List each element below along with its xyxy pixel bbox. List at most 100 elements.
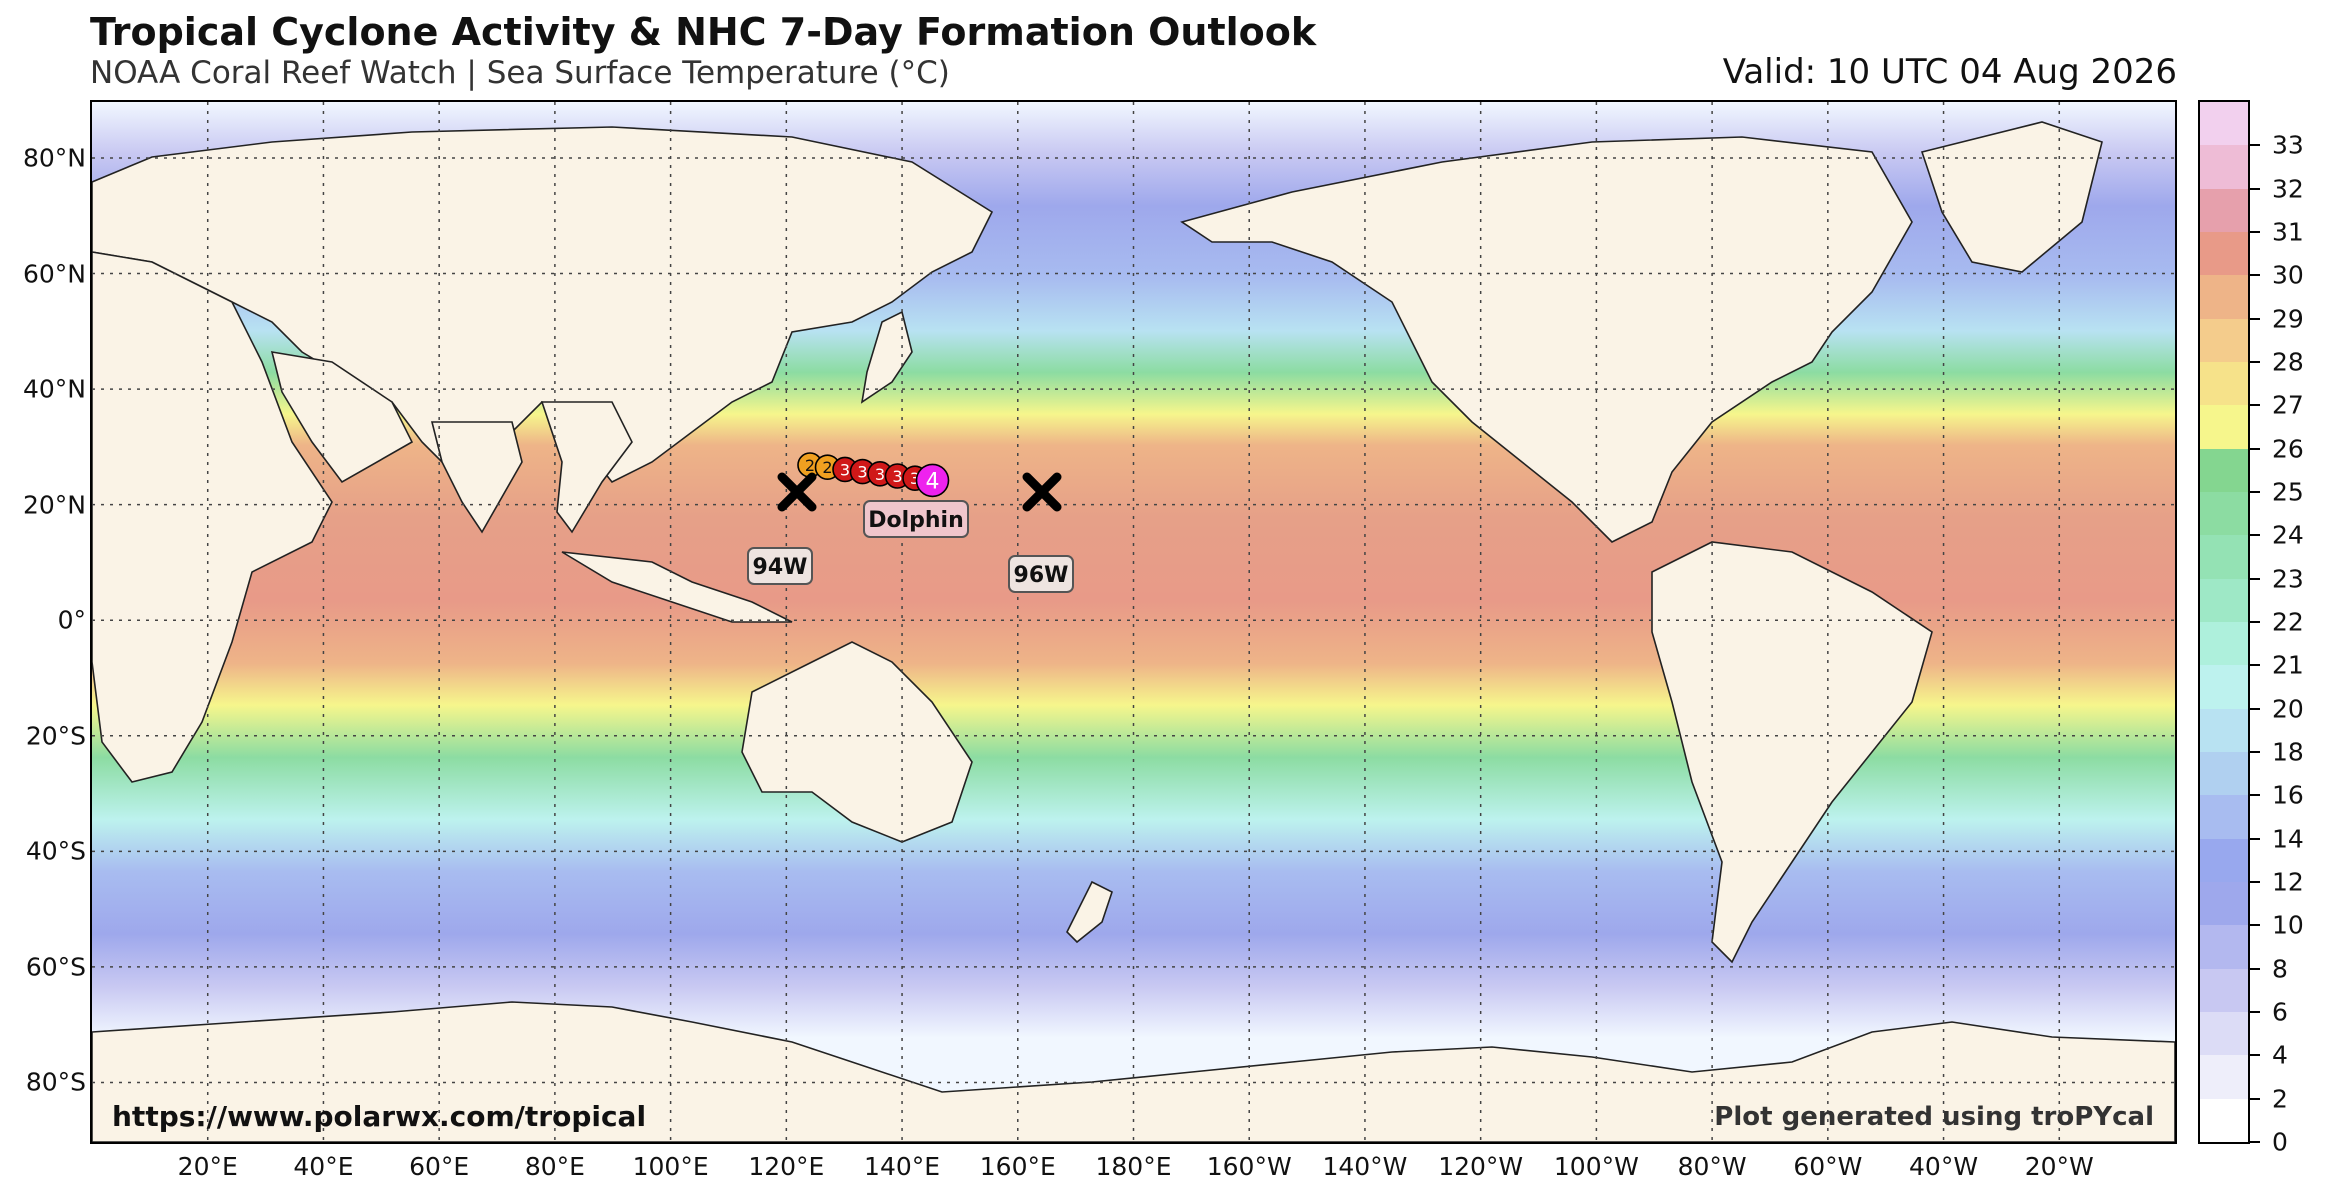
invest-94w-label-box bbox=[747, 547, 813, 585]
track-category-label: 3 bbox=[892, 467, 902, 486]
lon-tick-label: 140°E bbox=[864, 1152, 941, 1181]
colorbar-label: 10 bbox=[2272, 910, 2304, 940]
lat-tick-label: 60°N bbox=[22, 259, 86, 289]
lat-tick-label: 20°S bbox=[25, 721, 86, 751]
colorbar-tick bbox=[2250, 404, 2260, 407]
colorbar-segment bbox=[2200, 144, 2248, 189]
land-india bbox=[430, 421, 523, 534]
colorbar-tick bbox=[2250, 317, 2260, 320]
colorbar-tick bbox=[2250, 144, 2260, 147]
colorbar-segment bbox=[2200, 794, 2248, 839]
lat-tick-label: 80°N bbox=[22, 143, 86, 173]
invest-94w: 94W bbox=[747, 472, 817, 585]
colorbar-label: 31 bbox=[2272, 217, 2304, 247]
colorbar-segment bbox=[2200, 491, 2248, 536]
land-greenland bbox=[1920, 121, 2103, 273]
colorbar-tick bbox=[2250, 1097, 2260, 1100]
invest-96w-label: 96W bbox=[1014, 563, 1069, 588]
colorbar-tick bbox=[2250, 881, 2260, 883]
colorbar-segment bbox=[2200, 1011, 2248, 1056]
colorbar-label: 26 bbox=[2272, 434, 2304, 464]
lon-tick-label: 180°E bbox=[1095, 1152, 1172, 1181]
colorbar-tick bbox=[2250, 967, 2260, 970]
colorbar-segment bbox=[2200, 664, 2248, 709]
lon-tick-label: 40°E bbox=[293, 1152, 354, 1181]
colorbar-label: 25 bbox=[2272, 477, 2304, 507]
track-point bbox=[915, 463, 950, 498]
colorbar-label: 0 bbox=[2272, 1127, 2288, 1157]
gridlines bbox=[92, 102, 2175, 1142]
colorbar-tick bbox=[2250, 664, 2260, 667]
track-category-label: 2 bbox=[822, 458, 832, 477]
tropycal-credit: Plot generated using troPYcal bbox=[1714, 1102, 2154, 1132]
colorbar-tick bbox=[2250, 1141, 2260, 1143]
lon-tick-label: 60°W bbox=[1793, 1152, 1863, 1181]
colorbar-label: 8 bbox=[2272, 954, 2288, 984]
colorbar-tick bbox=[2250, 924, 2260, 927]
land-indonesia bbox=[561, 551, 793, 623]
colorbar-label: 28 bbox=[2272, 347, 2304, 377]
colorbar-segment bbox=[2200, 274, 2248, 319]
colorbar-segment bbox=[2200, 881, 2248, 926]
track-category-label: 2 bbox=[805, 456, 815, 475]
colorbar-label: 16 bbox=[2272, 780, 2304, 810]
lat-tick-label: 60°S bbox=[25, 952, 86, 982]
colorbar-tick bbox=[2250, 577, 2260, 580]
lon-tick-label: 160°E bbox=[979, 1152, 1056, 1181]
colorbar-segment bbox=[2200, 578, 2248, 622]
colorbar-label: 4 bbox=[2272, 1040, 2288, 1070]
colorbar-tick bbox=[2250, 361, 2260, 363]
lon-tick-label: 120°E bbox=[748, 1152, 825, 1181]
colorbar-label: 14 bbox=[2272, 824, 2304, 854]
colorbar-label: 24 bbox=[2272, 520, 2304, 550]
lon-tick-label: 60°E bbox=[409, 1152, 470, 1181]
land-new-zealand bbox=[1066, 880, 1113, 944]
colorbar-tick bbox=[2250, 751, 2260, 753]
colorbar-segment bbox=[2200, 101, 2248, 146]
colorbar-segment bbox=[2200, 838, 2248, 882]
lon-tick-label: 40°W bbox=[1909, 1152, 1979, 1181]
track-category-label: 3 bbox=[840, 460, 850, 479]
colorbar-tick bbox=[2250, 794, 2260, 797]
colorbar-segment bbox=[2200, 231, 2248, 276]
colorbar-label: 29 bbox=[2272, 304, 2304, 334]
colorbar-tick bbox=[2250, 491, 2260, 493]
land-eurasia bbox=[92, 126, 994, 484]
colorbar-segment bbox=[2200, 404, 2248, 449]
colorbar-tick bbox=[2250, 1054, 2260, 1057]
colorbar-tick bbox=[2250, 187, 2260, 190]
x-icon bbox=[1022, 472, 1062, 512]
colorbar-segment bbox=[2200, 751, 2248, 796]
website-credit: https://www.polarwx.com/tropical bbox=[112, 1100, 647, 1133]
lon-tick-label: 100°W bbox=[1553, 1152, 1639, 1181]
sst-colorbar bbox=[2198, 100, 2250, 1144]
colorbar-label: 30 bbox=[2272, 260, 2304, 290]
valid-time: Valid: 10 UTC 04 Aug 2026 bbox=[1722, 52, 2177, 92]
colorbar-label: 33 bbox=[2272, 130, 2304, 160]
colorbar-tick bbox=[2250, 1011, 2260, 1013]
colorbar-tick bbox=[2250, 707, 2260, 710]
lat-tick-label: 0° bbox=[57, 605, 86, 635]
colorbar-tick bbox=[2250, 274, 2260, 277]
colorbar-segment bbox=[2200, 621, 2248, 666]
invest-96w: 96W bbox=[1008, 472, 1074, 593]
lon-tick-label: 120°W bbox=[1438, 1152, 1524, 1181]
track-category-label: 3 bbox=[910, 469, 920, 488]
track-category-label: 4 bbox=[926, 469, 940, 494]
colorbar-label: 12 bbox=[2272, 867, 2304, 897]
x-icon bbox=[777, 472, 817, 512]
colorbar-tick bbox=[2250, 837, 2260, 840]
land-antarctica bbox=[92, 1001, 2175, 1142]
colorbar-tick bbox=[2250, 534, 2260, 537]
colorbar-tick bbox=[2250, 447, 2260, 450]
track-category-label: 3 bbox=[857, 463, 867, 482]
lat-tick-label: 80°S bbox=[25, 1067, 86, 1097]
lon-tick-label: 20°E bbox=[177, 1152, 238, 1181]
colorbar-label: 22 bbox=[2272, 607, 2304, 637]
colorbar-segment bbox=[2200, 1098, 2248, 1142]
colorbar-label: 32 bbox=[2272, 174, 2304, 204]
lon-tick-label: 160°W bbox=[1206, 1152, 1292, 1181]
storm-name: Dolphin bbox=[868, 508, 964, 533]
